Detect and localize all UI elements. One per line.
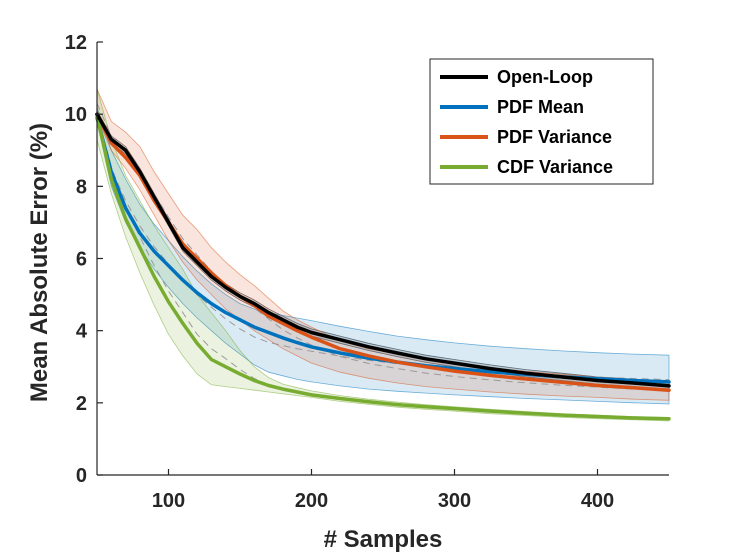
series-lines	[95, 112, 671, 421]
legend: Open-Loop PDF Mean PDF Variance CDF Varianc…	[429, 58, 654, 185]
legend-label-open-loop: Open-Loop	[497, 67, 593, 87]
legend-label-cdf-variance: CDF Variance	[497, 157, 613, 177]
series-line-open-loop	[95, 112, 671, 388]
x-tick-label: 300	[438, 490, 471, 512]
y-tick-label: 4	[76, 321, 88, 343]
band-cdf-variance	[96, 88, 670, 422]
x-tick-label: 100	[152, 490, 185, 512]
legend-label-pdf-mean: PDF Mean	[497, 97, 584, 117]
band-pdf-mean	[96, 106, 670, 405]
y-axis-label: Mean Absolute Error (%)	[26, 123, 53, 402]
y-tick-label: 2	[76, 393, 87, 415]
x-axis-label: # Samples	[324, 526, 443, 553]
x-tick-label: 200	[295, 490, 328, 512]
y-tick-label: 8	[76, 176, 87, 198]
y-tick-label: 12	[65, 32, 87, 54]
legend-box	[429, 58, 654, 185]
y-tick-label: 6	[76, 249, 87, 271]
x-tick-label: 400	[581, 490, 614, 512]
legend-label-pdf-variance: PDF Variance	[497, 127, 612, 147]
band-pdf-variance	[96, 88, 670, 401]
y-tick-label: 0	[76, 465, 87, 487]
series-line-cdf-variance	[95, 114, 671, 421]
y-tick-label: 10	[65, 104, 87, 126]
tick-labels: 0 2 4 6 8 10 12 100 200 300 400	[65, 32, 614, 512]
series-line-pdf-mean	[95, 116, 671, 384]
